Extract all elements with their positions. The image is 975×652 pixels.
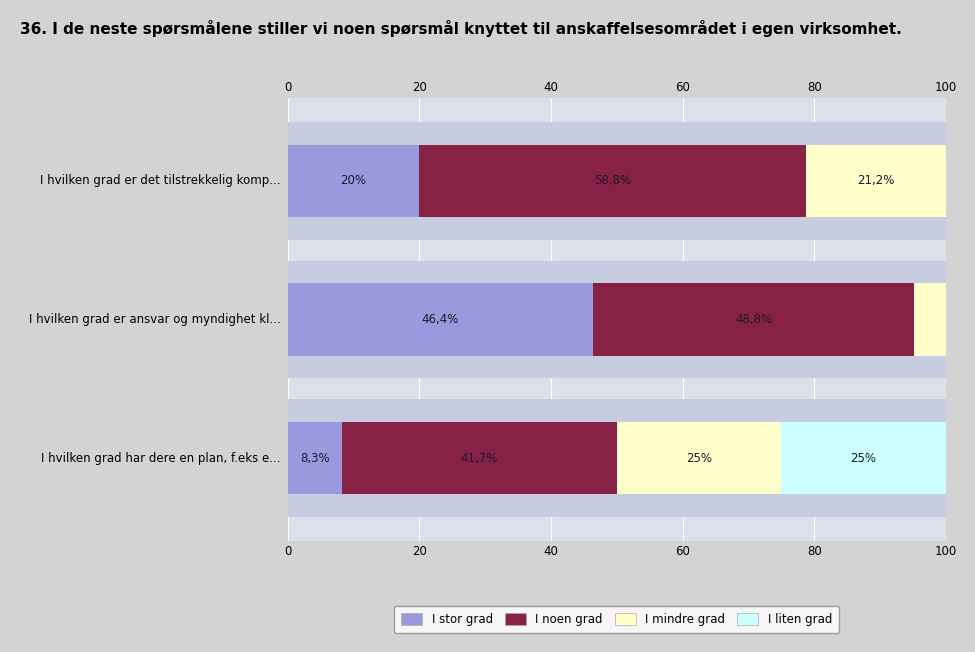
Bar [806,145,946,217]
Text: 58,8%: 58,8% [594,175,631,187]
Legend: I stor grad, I noen grad, I mindre grad, I liten grad: I stor grad, I noen grad, I mindre grad,… [394,606,839,633]
Bar [419,145,806,217]
Bar [288,399,946,517]
Text: 21,2%: 21,2% [857,175,895,187]
Bar [288,122,946,240]
Bar [288,261,946,378]
Bar [342,422,616,494]
Text: 48,8%: 48,8% [735,313,772,326]
Bar [781,422,946,494]
Text: I hvilken grad har dere en plan, f.eks e...: I hvilken grad har dere en plan, f.eks e… [41,452,281,464]
Text: I hvilken grad er ansvar og myndighet kl...: I hvilken grad er ansvar og myndighet kl… [29,313,281,326]
Bar [915,284,946,355]
Text: I hvilken grad er det tilstrekkelig komp...: I hvilken grad er det tilstrekkelig komp… [40,175,281,187]
Text: 20%: 20% [340,175,367,187]
Text: 36. I de neste spørsmålene stiller vi noen spørsmål knyttet til anskaffelsesområ: 36. I de neste spørsmålene stiller vi no… [20,20,901,37]
Text: 41,7%: 41,7% [461,452,498,464]
Bar [288,284,593,355]
Text: 25%: 25% [850,452,877,464]
Text: 46,4%: 46,4% [421,313,459,326]
Bar [616,422,781,494]
Text: 25%: 25% [686,452,712,464]
Bar [288,422,342,494]
Text: 8,3%: 8,3% [300,452,330,464]
Bar [288,145,419,217]
Bar [593,284,915,355]
